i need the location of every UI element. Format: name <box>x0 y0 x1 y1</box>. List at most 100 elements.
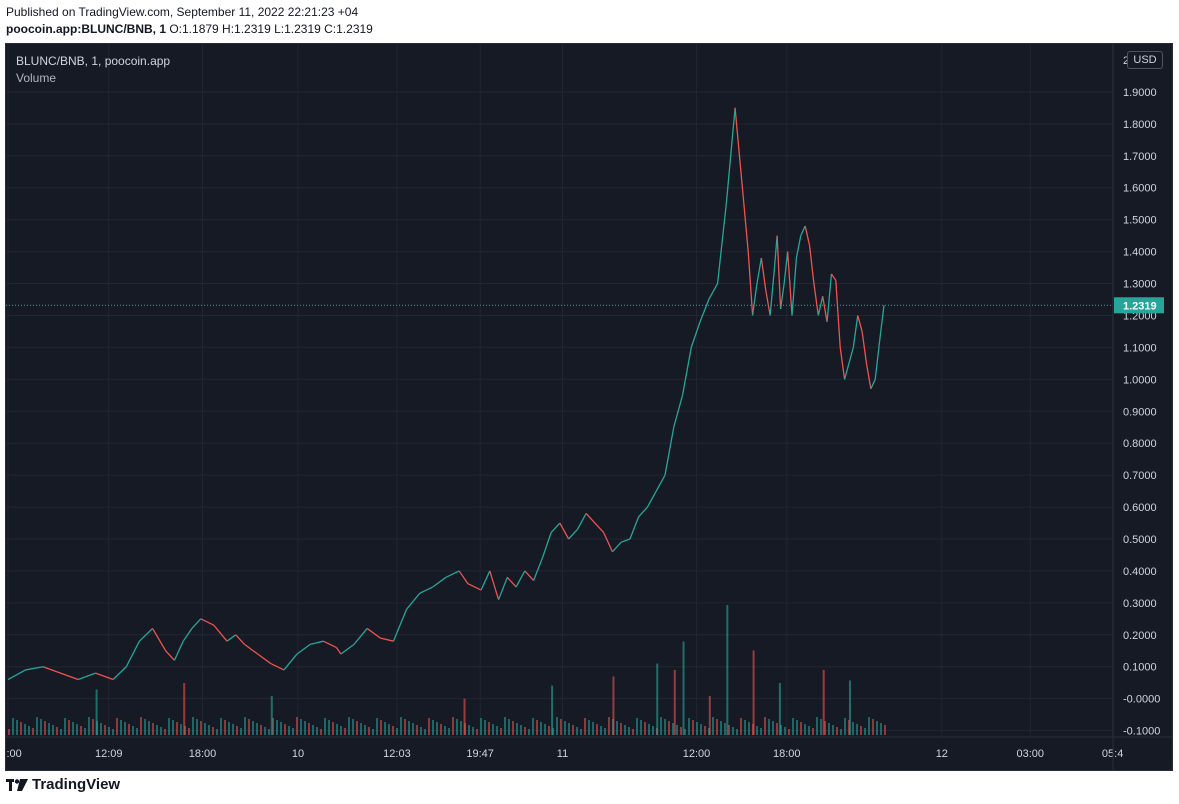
tradingview-logo[interactable]: TradingView <box>6 776 120 793</box>
price-segment[interactable] <box>283 653 298 671</box>
price-segment[interactable] <box>835 280 841 348</box>
price-segment[interactable] <box>95 672 114 681</box>
price-segment[interactable] <box>800 225 806 236</box>
price-segment[interactable] <box>843 363 850 380</box>
price-segment[interactable] <box>690 321 701 348</box>
price-segment[interactable] <box>817 296 824 316</box>
price-segment[interactable] <box>848 347 854 364</box>
chart-legend-title[interactable]: BLUNC/BNB, 1, poocoin.app <box>16 54 171 68</box>
price-segment[interactable] <box>629 516 640 540</box>
price-segment[interactable] <box>594 522 605 534</box>
price-segment[interactable] <box>751 283 758 316</box>
price-segment[interactable] <box>497 577 508 600</box>
price-segment[interactable] <box>865 363 872 390</box>
price-segment[interactable] <box>541 532 552 559</box>
price-segment[interactable] <box>165 650 175 661</box>
price-segment[interactable] <box>786 251 793 316</box>
price-segment[interactable] <box>773 235 778 268</box>
price-segment[interactable] <box>445 570 460 578</box>
price-segment[interactable] <box>419 586 434 594</box>
currency-button[interactable]: USD <box>1127 51 1163 69</box>
price-segment[interactable] <box>611 541 622 553</box>
price-segment[interactable] <box>808 245 815 284</box>
price-segment[interactable] <box>857 315 863 332</box>
price-segment[interactable] <box>699 299 710 323</box>
price-segment[interactable] <box>870 379 876 390</box>
price-segment[interactable] <box>406 592 421 610</box>
price-segment[interactable] <box>191 618 202 629</box>
price-segment[interactable] <box>524 570 535 581</box>
chart-canvas[interactable]: 1.9000 1.8000 1.7000 1.6000 1.5000 1.4000 1.30… <box>6 44 1172 770</box>
price-segment[interactable] <box>340 643 355 655</box>
price-segment[interactable] <box>458 570 469 585</box>
price-segment[interactable] <box>112 666 127 680</box>
price-segment[interactable] <box>515 570 526 588</box>
price-segment[interactable] <box>852 315 859 348</box>
price-segment[interactable] <box>804 225 811 246</box>
price-segment[interactable] <box>310 640 324 646</box>
price-segment[interactable] <box>878 305 885 342</box>
price-segment[interactable] <box>138 627 153 642</box>
price-segment[interactable] <box>576 513 587 530</box>
price-segment[interactable] <box>725 107 736 204</box>
price-segment[interactable] <box>213 624 228 642</box>
price-segment[interactable] <box>296 643 311 655</box>
price-segment[interactable] <box>60 672 79 681</box>
price-segment[interactable] <box>760 257 767 290</box>
price-segment[interactable] <box>125 640 140 668</box>
price-segment[interactable] <box>380 637 394 642</box>
price-segment[interactable] <box>173 640 184 661</box>
price-segment[interactable] <box>673 395 684 428</box>
price-segment[interactable] <box>489 570 500 600</box>
price-segment[interactable] <box>585 513 596 524</box>
price-segment[interactable] <box>681 347 692 396</box>
chart-frame[interactable]: 1.9000 1.8000 1.7000 1.6000 1.5000 1.4000 1.30… <box>5 43 1173 771</box>
price-segment[interactable] <box>550 522 561 534</box>
price-segment[interactable] <box>77 672 96 681</box>
price-segment[interactable] <box>335 647 342 655</box>
price-segment[interactable] <box>813 283 819 316</box>
price-segment[interactable] <box>826 273 833 322</box>
price-segment[interactable] <box>392 609 408 642</box>
price-segment[interactable] <box>791 257 798 316</box>
price-segment[interactable] <box>366 627 381 639</box>
price-segment[interactable] <box>747 251 754 316</box>
price-segment[interactable] <box>646 490 657 508</box>
price-segment[interactable] <box>769 267 776 316</box>
price-segment[interactable] <box>830 273 837 281</box>
price-segment[interactable] <box>42 666 61 674</box>
price-segment[interactable] <box>235 634 245 645</box>
price-segment[interactable] <box>776 235 782 310</box>
price-segment[interactable] <box>734 107 745 204</box>
price-segment[interactable] <box>323 640 337 649</box>
price-segment[interactable] <box>620 538 631 543</box>
price-segment[interactable] <box>244 643 259 655</box>
price-segment[interactable] <box>480 570 491 591</box>
price-segment[interactable] <box>708 283 719 300</box>
price-segment[interactable] <box>822 296 828 322</box>
price-segment[interactable] <box>257 653 272 665</box>
price-segment[interactable] <box>655 474 666 492</box>
price-segment[interactable] <box>353 628 368 645</box>
price-segment[interactable] <box>432 576 447 588</box>
price-segment[interactable] <box>467 583 482 591</box>
price-segment[interactable] <box>506 576 517 588</box>
price-segment[interactable] <box>532 557 543 581</box>
price-segment[interactable] <box>151 628 167 652</box>
price-segment[interactable] <box>664 427 675 476</box>
price-segment[interactable] <box>182 628 193 642</box>
chart-legend-volume[interactable]: Volume <box>16 71 57 85</box>
price-segment[interactable] <box>559 522 570 540</box>
price-segment[interactable] <box>7 669 26 681</box>
price-segment[interactable] <box>603 532 614 553</box>
price-segment[interactable] <box>270 662 285 671</box>
price-segment[interactable] <box>756 257 763 284</box>
price-segment[interactable] <box>783 251 789 284</box>
price-segment[interactable] <box>779 283 785 310</box>
price-segment[interactable] <box>795 235 802 259</box>
price-segment[interactable] <box>839 347 846 380</box>
price-segment[interactable] <box>25 666 44 671</box>
price-segment[interactable] <box>200 618 215 626</box>
price-segment[interactable] <box>638 506 648 518</box>
price-segment[interactable] <box>861 331 868 364</box>
